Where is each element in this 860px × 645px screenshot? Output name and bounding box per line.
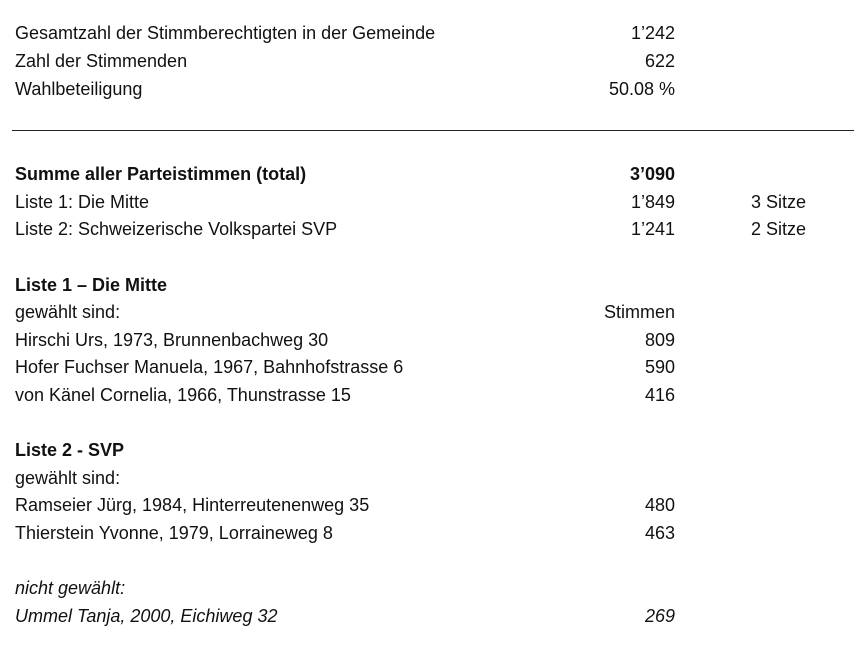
candidate-votes: 269 [644,606,675,626]
party-list-seats: 3 Sitze [751,192,807,212]
candidate-votes: 590 [644,357,675,377]
party-total-label: Summe aller Parteistimmen (total) [15,164,307,184]
list1-elected-label: gewählt sind: [15,302,121,322]
candidate-votes: 416 [644,385,675,405]
list1-heading: Liste 1 – Die Mitte [15,275,168,295]
summary-value: 1’242 [630,23,675,43]
summary-value: 50.08 % [608,79,675,99]
party-list-votes: 1’241 [630,219,675,239]
party-total-value: 3’090 [629,164,675,184]
not-elected-label: nicht gewählt: [15,578,126,598]
candidate-name: Ramseier Jürg, 1984, Hinterreutenenweg 3… [15,495,370,515]
party-list-seats: 2 Sitze [751,219,807,239]
summary-label: Gesamtzahl der Stimmberechtigten in der … [15,23,436,43]
candidate-name: Hirschi Urs, 1973, Brunnenbachweg 30 [15,330,329,350]
list2-elected-label: gewählt sind: [15,468,121,488]
candidate-votes: 809 [644,330,675,350]
list2-heading: Liste 2 - SVP [15,440,125,460]
candidate-name: Ummel Tanja, 2000, Eichiweg 32 [15,606,278,626]
party-list-label: Liste 1: Die Mitte [15,192,150,212]
votes-header: Stimmen [603,302,675,322]
candidate-votes: 480 [644,495,675,515]
summary-label: Zahl der Stimmenden [15,51,188,71]
summary-label: Wahlbeteiligung [15,79,143,99]
party-list-votes: 1’849 [630,192,675,212]
summary-value: 622 [644,51,675,71]
divider [12,130,854,131]
candidate-name: Thierstein Yvonne, 1979, Lorraineweg 8 [15,523,333,543]
candidate-votes: 463 [644,523,675,543]
party-list-label: Liste 2: Schweizerische Volkspartei SVP [15,219,338,239]
candidate-name: von Känel Cornelia, 1966, Thunstrasse 15 [15,385,351,405]
candidate-name: Hofer Fuchser Manuela, 1967, Bahnhofstra… [15,357,404,377]
